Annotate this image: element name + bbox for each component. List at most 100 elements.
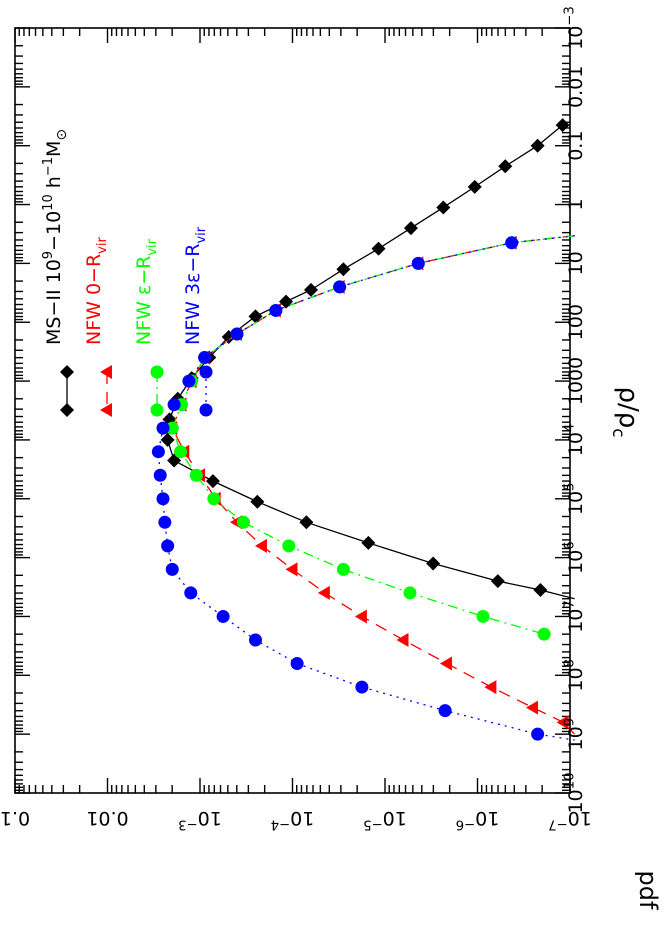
x-tick-group: 100 xyxy=(565,304,587,340)
x-axis-title: ρ/ρc xyxy=(608,386,643,437)
legend-label: NFW 3ε−Rvir xyxy=(182,226,209,345)
x-axis-label: ρ/ρc xyxy=(608,386,643,437)
x-tick-label: 105 xyxy=(562,482,587,515)
y-tick-label: 10−4 xyxy=(271,807,315,832)
data-point xyxy=(336,562,350,576)
data-point xyxy=(371,241,386,256)
x-tick-group: 106 xyxy=(562,541,587,574)
legend-entry-3: NFW 3ε−Rvir xyxy=(182,226,213,417)
x-tick-group: 0.1 xyxy=(565,131,587,161)
x-tick-labels: 10−3 0.01 0.1 1 10 100 1000 104 105 106 107 108 109 1… xyxy=(562,6,587,813)
y-tick-label: 10−3 xyxy=(178,807,222,832)
x-tick-group: 107 xyxy=(562,600,587,633)
axis-ticks xyxy=(14,27,571,794)
legend-marker xyxy=(199,365,213,379)
y-axis-label: pdf xyxy=(634,871,662,910)
data-point xyxy=(269,303,283,317)
data-point xyxy=(279,294,294,309)
data-point xyxy=(184,586,198,600)
x-tick-label: 10 xyxy=(565,251,587,275)
data-point xyxy=(189,468,203,482)
legend-label: MS−II 109−1010 h−1M⊙ xyxy=(41,129,70,345)
legend-entry-0: MS−II 109−1010 h−1M⊙ xyxy=(41,129,74,417)
legend: MS−II 109−1010 h−1M⊙ NFW 0−Rvir NFW ε−Rvir… xyxy=(41,129,213,417)
x-tick-group: 109 xyxy=(562,718,587,751)
data-point xyxy=(156,421,170,435)
data-point xyxy=(153,468,167,482)
data-series xyxy=(151,118,576,741)
data-point xyxy=(304,282,318,297)
legend-marker xyxy=(60,365,74,379)
data-point xyxy=(361,535,376,550)
y-tick-group: 0.01 xyxy=(86,807,128,829)
data-point xyxy=(165,562,179,576)
data-point xyxy=(355,680,369,694)
legend-marker xyxy=(100,403,112,417)
y-tick-label: 0.1 xyxy=(0,807,30,829)
data-point xyxy=(438,704,452,718)
data-point xyxy=(411,256,425,270)
data-point xyxy=(207,492,221,506)
x-tick-group: 0.01 xyxy=(565,66,587,108)
plot-frame xyxy=(14,27,571,794)
data-point xyxy=(230,327,244,341)
legend-entry-2: NFW ε−Rvir xyxy=(133,238,164,417)
data-point xyxy=(467,179,482,194)
data-point xyxy=(236,515,250,529)
y-tick-group: 10−4 xyxy=(271,807,315,832)
legend-entry-1: NFW 0−Rvir xyxy=(83,237,112,417)
data-point xyxy=(498,159,513,174)
data-point xyxy=(526,700,538,715)
y-tick-group: 10−6 xyxy=(456,807,500,832)
series-line xyxy=(171,235,576,735)
data-point xyxy=(160,432,175,447)
data-point xyxy=(530,138,545,153)
legend-label-group: NFW 0−Rvir xyxy=(83,237,110,345)
data-point xyxy=(282,539,296,553)
data-point xyxy=(216,609,230,623)
data-point xyxy=(161,539,175,553)
x-tick-group: 10−3 xyxy=(562,6,587,50)
data-point xyxy=(555,118,570,133)
data-point xyxy=(182,374,196,388)
y-tick-label: 10−6 xyxy=(456,807,500,832)
x-tick-label: 104 xyxy=(562,424,587,457)
data-point xyxy=(151,445,165,459)
series-3 xyxy=(151,235,575,741)
x-tick-label: 108 xyxy=(562,659,587,692)
data-point xyxy=(336,262,351,277)
legend-label-group: MS−II 109−1010 h−1M⊙ xyxy=(41,129,70,345)
data-point xyxy=(165,421,179,435)
data-point xyxy=(156,492,170,506)
data-point xyxy=(248,309,263,324)
data-point xyxy=(531,727,545,741)
data-point xyxy=(299,515,314,530)
legend-label-group: NFW ε−Rvir xyxy=(133,238,160,345)
data-point xyxy=(537,627,551,641)
series-1 xyxy=(165,235,576,735)
x-tick-group: 105 xyxy=(562,482,587,515)
series-line xyxy=(157,235,575,741)
legend-marker xyxy=(60,403,74,417)
x-tick-label: 106 xyxy=(562,541,587,574)
x-tick-group: 108 xyxy=(562,659,587,692)
data-point xyxy=(505,236,519,250)
data-point xyxy=(439,656,452,671)
x-tick-group: 1 xyxy=(565,198,587,210)
x-tick-group: 1000 xyxy=(565,357,587,405)
data-point xyxy=(158,515,172,529)
data-point xyxy=(490,574,505,589)
data-point xyxy=(354,609,367,624)
data-point xyxy=(426,556,441,571)
data-point xyxy=(254,538,267,553)
data-point xyxy=(436,200,451,215)
plot-area: MS−II 109−1010 h−1M⊙ NFW 0−Rvir NFW ε−Rvir… xyxy=(14,27,576,794)
data-point xyxy=(533,582,548,597)
y-axis-title: pdf xyxy=(634,871,662,910)
legend-marker xyxy=(100,365,112,379)
x-tick-label: 1000 xyxy=(565,357,587,405)
legend-label-group: NFW 3ε−Rvir xyxy=(182,226,209,345)
y-tick-label: 10−7 xyxy=(548,807,592,832)
data-point xyxy=(476,609,490,623)
